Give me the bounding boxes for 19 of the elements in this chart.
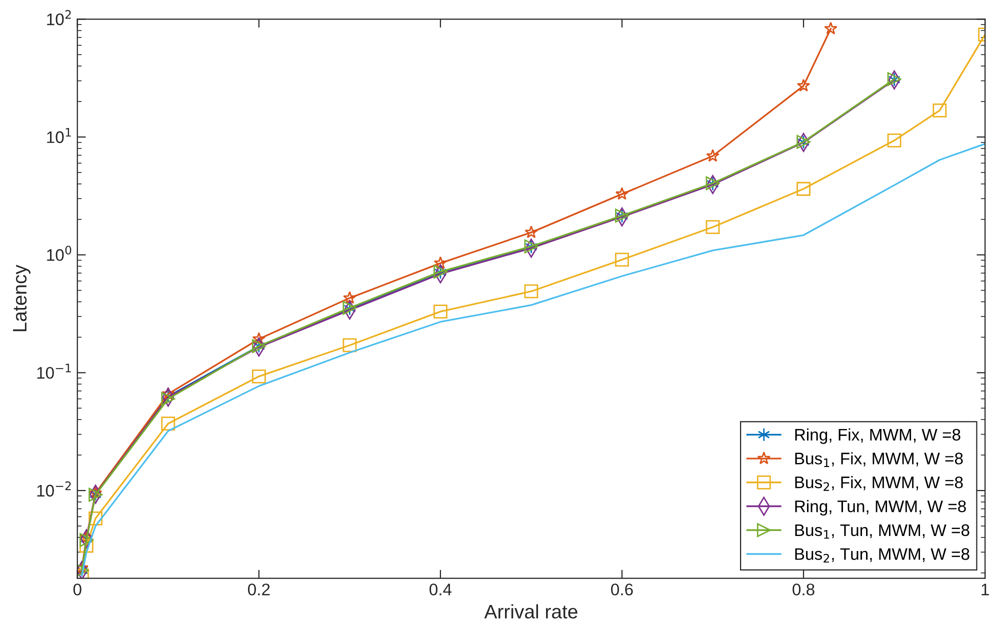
y-tick-label: 10$^{0}$: [47, 246, 72, 261]
x-tick-label: 0.6: [611, 584, 633, 596]
legend-label: Bus$_{1}$, Fix, MWM, W =8: [795, 452, 963, 468]
legend-label: Bus$_{2}$, Fix, MWM, W =8: [795, 476, 963, 491]
y-axis-title: Latency: [13, 264, 30, 332]
y-tick-label: 10$^{−2}$: [37, 481, 71, 497]
x-tick-label: 0: [73, 584, 82, 596]
legend-label: Ring, Tun, MWM, W =8: [795, 500, 966, 516]
y-tick-label: 10$^{2}$: [47, 10, 71, 26]
legend-label: Ring, Fix, MWM, W =8: [795, 428, 960, 444]
y-tick-label: 10$^{1}$: [47, 128, 71, 144]
legend-label: Bus$_{2}$, Tun, MWM, W =8: [795, 548, 970, 563]
legend-label: Bus$_{1}$, Tun, MWM, W =8: [795, 524, 970, 539]
x-tick-label: 0.4: [430, 584, 452, 596]
x-axis-title: Arrival rate: [484, 604, 578, 619]
x-tick-label: 0.8: [792, 584, 814, 596]
x-tick-label: 1: [982, 584, 989, 596]
y-tick-label: 10$^{−1}$: [37, 364, 71, 379]
x-tick-label: 0.2: [248, 584, 270, 596]
